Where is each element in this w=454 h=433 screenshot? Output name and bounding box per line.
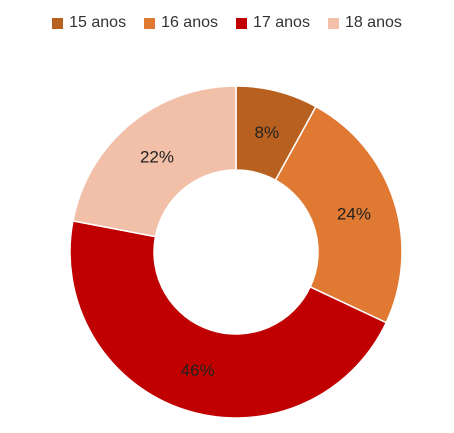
slice-data-label: 8% (255, 123, 280, 142)
legend-label: 15 anos (69, 14, 127, 31)
legend-swatch (236, 17, 247, 29)
legend-item-18-anos: 18 anos (327, 14, 402, 32)
legend-swatch (52, 17, 64, 29)
legend-swatch (144, 17, 156, 29)
chart-legend: 15 anos 16 anos 17 anos 18 anos (0, 14, 454, 32)
legend-label: 18 anos (344, 14, 402, 31)
legend-item-15-anos: 15 anos (52, 14, 126, 32)
legend-swatch (327, 17, 339, 29)
slice-data-label: 24% (337, 205, 371, 224)
legend-item-17-anos: 17 anos (236, 14, 310, 32)
slice-17-anos (69, 220, 388, 419)
legend-label: 17 anos (253, 14, 310, 31)
slice-16-anos (274, 105, 403, 324)
slice-data-label: 22% (140, 147, 174, 166)
legend-item-16-anos: 16 anos (144, 14, 218, 32)
slice-18-anos (72, 85, 237, 238)
legend-label: 16 anos (161, 14, 218, 31)
slice-data-label: 46% (181, 361, 215, 380)
